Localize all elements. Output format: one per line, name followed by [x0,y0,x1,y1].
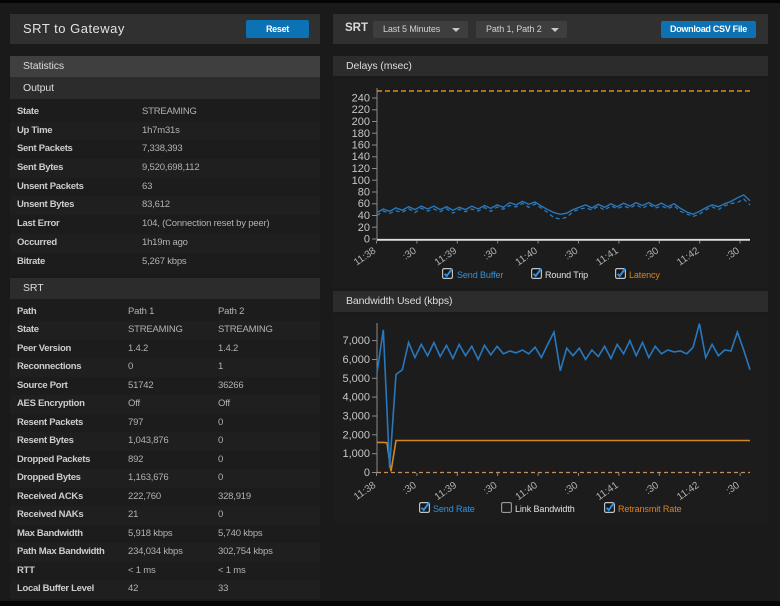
svg-text:220: 220 [352,104,370,116]
svg-text:240: 240 [352,93,370,105]
svg-text::30: :30 [482,245,500,262]
svg-text:7,000: 7,000 [342,335,370,347]
svg-text:40: 40 [358,210,370,222]
svg-text::30: :30 [643,245,661,262]
svg-text:11:41: 11:41 [594,480,621,503]
svg-text::30: :30 [401,245,419,262]
svg-text::30: :30 [724,480,742,497]
svg-text::30: :30 [482,480,500,497]
svg-text:4,000: 4,000 [342,392,370,404]
svg-text::30: :30 [401,480,419,497]
svg-text:11:39: 11:39 [433,245,460,268]
svg-text:60: 60 [358,198,370,210]
svg-text:11:38: 11:38 [352,480,379,503]
svg-text:6,000: 6,000 [342,354,370,366]
svg-text:1,000: 1,000 [342,448,370,460]
svg-text::30: :30 [563,480,581,497]
svg-text:3,000: 3,000 [342,411,370,423]
svg-text:11:40: 11:40 [514,480,541,503]
svg-text::30: :30 [643,480,661,497]
svg-text:140: 140 [352,151,370,163]
svg-text:20: 20 [358,222,370,234]
svg-text:180: 180 [352,128,370,140]
svg-text:200: 200 [352,116,370,128]
svg-text:160: 160 [352,140,370,152]
svg-text::30: :30 [563,245,581,262]
svg-text:5,000: 5,000 [342,373,370,385]
svg-text:11:38: 11:38 [352,245,379,268]
svg-text:11:41: 11:41 [594,245,621,268]
svg-text:2,000: 2,000 [342,429,370,441]
svg-text:11:40: 11:40 [514,245,541,268]
svg-text:0: 0 [364,234,370,246]
svg-text:120: 120 [352,163,370,175]
svg-text:11:42: 11:42 [675,245,702,268]
svg-text:11:39: 11:39 [433,480,460,503]
svg-text:100: 100 [352,175,370,187]
svg-text:80: 80 [358,187,370,199]
svg-text:0: 0 [364,467,370,479]
svg-text:11:42: 11:42 [675,480,702,503]
svg-text::30: :30 [724,245,742,262]
